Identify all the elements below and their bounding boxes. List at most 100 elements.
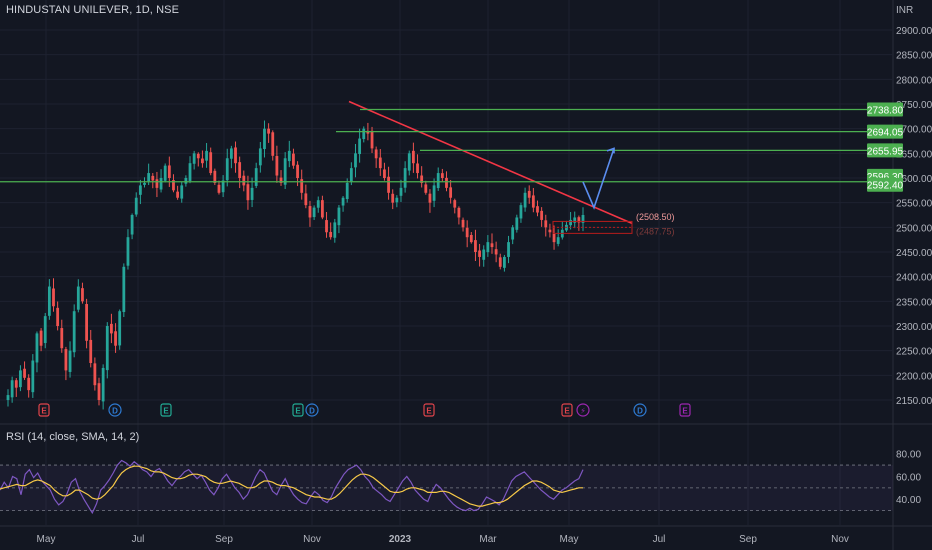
marker-label: E (426, 407, 432, 416)
candle-body (325, 220, 328, 233)
projection-arrow[interactable] (582, 148, 615, 210)
x-tick-label: Mar (479, 534, 497, 545)
candle-body (333, 222, 337, 238)
x-tick-label: May (37, 534, 56, 545)
event-marker-dividend[interactable]: D (633, 403, 647, 417)
candle-body (329, 231, 333, 238)
trendline[interactable] (348, 100, 633, 225)
marker-label: ⚡ (580, 407, 586, 416)
candle-body (184, 178, 188, 184)
candle-body (366, 130, 370, 134)
candle-body (209, 152, 213, 174)
candle-body (89, 339, 93, 363)
candle-body (362, 128, 366, 140)
candle-body (354, 153, 357, 168)
price-tag-label: 2596.30 (867, 172, 904, 183)
y-tick-label: 2700.00 (896, 125, 932, 136)
marker-shape (561, 403, 573, 417)
y-tick-label: 2850.00 (896, 51, 932, 62)
candle-body (403, 168, 407, 188)
marker-label: D (309, 407, 315, 416)
event-marker-earnings[interactable]: E (679, 403, 691, 417)
event-marker-earnings[interactable]: E (423, 403, 435, 417)
event-markers[interactable]: E D E E D E E ⚡ D E (38, 403, 691, 417)
candle-body (213, 170, 217, 183)
candle-body (577, 217, 581, 223)
candle-body (478, 250, 481, 257)
candle-body (258, 148, 262, 166)
candle-body (234, 147, 237, 164)
x-tick-label: Nov (303, 534, 321, 545)
event-marker-earnings[interactable]: E (38, 403, 50, 417)
y-tick-label: 2500.00 (896, 223, 932, 234)
candle-body (130, 215, 134, 235)
candle-body (445, 177, 448, 188)
event-marker-earnings[interactable]: E (561, 403, 573, 417)
candle-body (337, 207, 341, 226)
candle-body (176, 191, 180, 198)
drawings-layer[interactable]: (2508.50) (2487.75) (0, 100, 893, 237)
candle-body (511, 227, 515, 240)
marker-shape (292, 403, 304, 417)
candle-body (536, 206, 539, 213)
event-marker-dividend[interactable]: D (108, 403, 122, 417)
candle-body (68, 350, 72, 372)
candle-body (6, 395, 10, 400)
price-tag-label: 2694.05 (867, 128, 904, 139)
candle-body (134, 197, 138, 215)
event-marker-split[interactable]: ⚡ (576, 403, 590, 417)
candle-body (424, 184, 428, 193)
candle-body (114, 331, 117, 346)
y-tick-label: 2750.00 (896, 100, 932, 111)
candle-body (548, 229, 552, 233)
y-tick-label: 2650.00 (896, 149, 932, 160)
candle-body (465, 227, 469, 238)
candle-body (378, 157, 382, 169)
marker-label: E (295, 407, 301, 416)
candle-body (122, 266, 126, 313)
candle-body (56, 307, 60, 326)
candle-body (341, 197, 345, 206)
price-tag-bg (867, 177, 903, 192)
label-2: (2487.75) (636, 226, 675, 236)
candle-body (242, 175, 246, 186)
y-tick-label: 2600.00 (896, 174, 932, 185)
candle-body (238, 162, 242, 178)
candle-body (552, 233, 556, 243)
price-tag: 2655.95 (867, 143, 904, 158)
event-marker-earnings[interactable]: E (292, 403, 304, 417)
candle-body (217, 184, 221, 193)
candle-body (39, 330, 43, 346)
candle-body (118, 311, 122, 346)
y-tick-label: 2900.00 (896, 26, 932, 37)
candle-body (544, 220, 548, 228)
candle-body (151, 175, 155, 181)
currency-label: INR (896, 5, 913, 16)
candle-body (531, 195, 535, 208)
x-tick-label: May (560, 534, 579, 545)
candle-body (263, 128, 266, 150)
event-marker-dividend[interactable]: D (305, 403, 319, 417)
candle-body (271, 132, 275, 156)
candle-body (296, 164, 299, 178)
candle-body (320, 200, 324, 218)
marker-shape (633, 403, 647, 417)
marker-shape (305, 403, 319, 417)
candle-body (391, 193, 395, 203)
candle-body (105, 326, 109, 371)
candle-body (10, 380, 14, 398)
candle-body (196, 153, 200, 159)
event-marker-earnings[interactable]: E (160, 403, 172, 417)
marker-label: E (163, 407, 169, 416)
marker-label: D (637, 407, 643, 416)
candle-body (292, 153, 295, 166)
y-tick-label: 2400.00 (896, 273, 932, 284)
price-tag: 2694.05 (867, 124, 904, 139)
candle-body (345, 182, 349, 200)
candle-body (494, 249, 498, 255)
candle-body (486, 242, 490, 253)
x-tick-label: Jul (132, 534, 145, 545)
marker-label: E (41, 407, 47, 416)
